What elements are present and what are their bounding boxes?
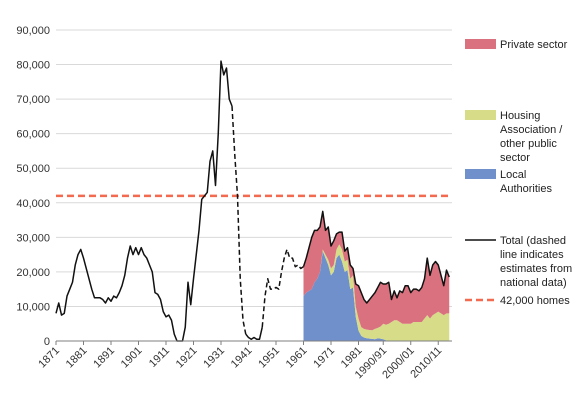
legend-label: Housing Association / other public sector xyxy=(500,110,563,164)
y-tick-label: 20,000 xyxy=(16,267,50,279)
y-tick-label: 70,000 xyxy=(16,94,50,106)
x-tick-label: 1911 xyxy=(147,345,172,370)
x-tick-label: 1971 xyxy=(311,345,337,371)
legend-swatch xyxy=(465,39,496,49)
y-tick-label: 60,000 xyxy=(16,129,50,141)
x-tick-label: 1941 xyxy=(229,345,255,371)
x-tick-label: 1931 xyxy=(201,345,227,371)
total-line-solid-segment xyxy=(245,327,263,341)
y-tick-label: 90,000 xyxy=(16,25,50,37)
gridlines xyxy=(56,29,452,307)
x-tick-label: 1921 xyxy=(174,345,200,371)
legend: Private sector Housing Association / other … xyxy=(465,39,572,307)
total-line-solid-segment xyxy=(55,60,233,342)
x-tick-label: 1871 xyxy=(36,345,62,371)
y-tick-label: 0 xyxy=(44,336,50,348)
y-tick-label: 50,000 xyxy=(16,163,50,175)
total-line-dashed-segment xyxy=(231,105,247,335)
total-line-solid-segment xyxy=(302,210,450,304)
x-tick-label: 1951 xyxy=(256,345,282,371)
x-tick-label: 1891 xyxy=(91,345,117,371)
y-tick-label: 40,000 xyxy=(16,198,50,210)
x-tick-label: 1901 xyxy=(119,345,145,371)
legend-label: 42,000 homes xyxy=(500,295,570,307)
x-tick-label: 1881 xyxy=(64,345,90,371)
total-line-group xyxy=(55,60,450,342)
y-tick-label: 80,000 xyxy=(16,60,50,72)
area-private-sector xyxy=(303,211,450,331)
legend-swatch xyxy=(465,110,496,120)
y-tick-labels: 0 10,000 20,000 30,000 40,000 50,000 60,000 70,… xyxy=(16,25,50,348)
area-housing-association-other-public-sector xyxy=(303,244,450,341)
y-tick-label: 10,000 xyxy=(16,301,50,313)
x-tick-label: 1961 xyxy=(284,345,310,371)
x-tick-labels: 1871 1881 1891 1901 1911 1921 1931 1941 1951 1961… xyxy=(36,341,444,381)
legend-label: Total (dashed line indicates estimates fro… xyxy=(500,235,572,289)
area-local-authorities xyxy=(303,251,450,341)
stacked-areas xyxy=(303,211,450,341)
legend-label: Local Authorities xyxy=(500,169,552,195)
legend-swatch xyxy=(465,169,496,179)
y-tick-label: 30,000 xyxy=(16,232,50,244)
legend-label: Private sector xyxy=(500,39,568,51)
total-line-dashed-segment xyxy=(261,248,304,328)
